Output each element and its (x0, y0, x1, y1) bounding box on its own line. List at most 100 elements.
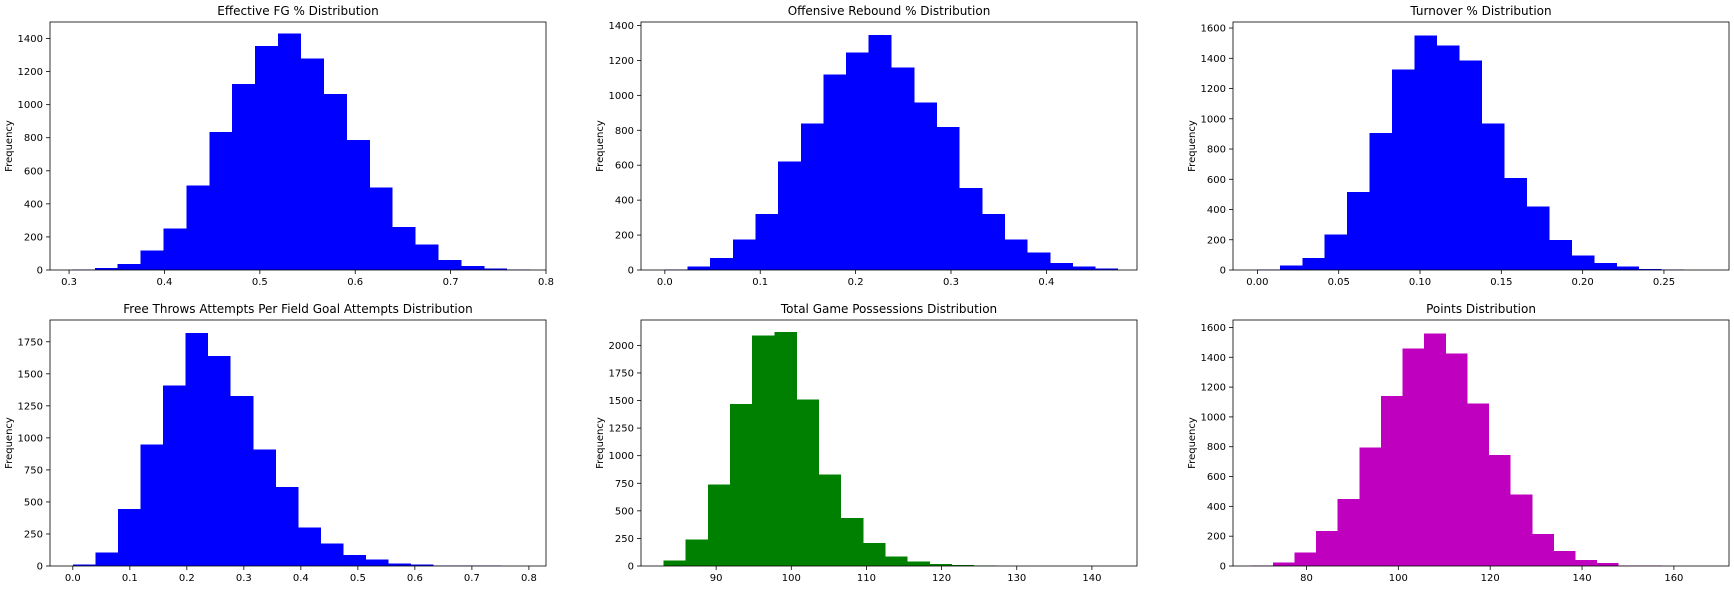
histogram-bar (914, 102, 937, 270)
y-axis-label: Frequency (595, 417, 606, 469)
y-tick-label: 0 (37, 266, 43, 277)
histogram-bar (323, 93, 347, 270)
histogram-bar (982, 214, 1005, 270)
y-tick-label: 500 (615, 506, 634, 517)
histogram-bar (885, 556, 908, 566)
histogram-bar (163, 228, 187, 270)
histogram-bar (1027, 252, 1051, 270)
axes-frame (1232, 319, 1730, 567)
histogram-bar (707, 484, 731, 566)
chart-panel: 90 100 110 120 130 140 0 250 500 750 1000 1250 1500 1… (595, 302, 1138, 584)
histogram-bar (907, 561, 930, 566)
y-tick-label: 250 (615, 534, 634, 545)
y-axis-label: Frequency (4, 120, 15, 172)
histogram-bar (685, 539, 709, 566)
y-axis-label: Frequency (4, 417, 15, 469)
chart-panel: 0.3 0.4 0.5 0.6 0.7 0.8 0 200 400 600 800 1000 1200 1… (4, 4, 554, 288)
x-tick-label: 0.7 (443, 277, 459, 288)
y-tick-label: 400 (1207, 502, 1226, 513)
histogram-bar (868, 35, 892, 270)
histogram-bar (840, 518, 864, 566)
histogram-bar (936, 126, 960, 270)
x-tick-label: 160 (1664, 573, 1683, 584)
y-tick-label: 600 (1207, 472, 1226, 483)
histogram-bar (162, 385, 186, 566)
histogram-bar (823, 74, 847, 270)
histogram-bar (1510, 494, 1533, 566)
y-tick-label: 1000 (18, 100, 43, 111)
histogram-bar (252, 449, 276, 566)
y-tick-label: 1400 (18, 34, 43, 45)
x-tick-label: 0.25 (1653, 277, 1675, 288)
histogram-bar (1436, 45, 1460, 270)
y-tick-label: 600 (615, 161, 634, 172)
x-tick-label: 0.4 (1038, 277, 1054, 288)
y-tick-label: 1750 (609, 368, 634, 379)
histogram-bar (1553, 551, 1576, 566)
x-tick-label: 0.3 (61, 277, 77, 288)
chart-title: Effective FG % Distribution (217, 4, 378, 18)
histogram-bar (1316, 530, 1339, 566)
histogram-bar (1414, 35, 1438, 270)
y-tick-label: 1400 (1201, 54, 1226, 65)
y-axis-label: Frequency (1187, 120, 1198, 172)
y-tick-label: 800 (1207, 145, 1226, 156)
histogram-bar (1638, 268, 1662, 270)
y-tick-label: 200 (615, 231, 634, 242)
y-tick-label: 600 (1207, 175, 1226, 186)
histogram-bar (1049, 263, 1073, 270)
y-tick-label: 200 (24, 232, 43, 243)
histogram-bar (72, 564, 96, 566)
chart-title: Offensive Rebound % Distribution (788, 4, 991, 18)
x-tick-label: 0.6 (407, 573, 423, 584)
histogram-bar (929, 563, 953, 566)
chart-panel: 0.0 0.1 0.2 0.3 0.4 0 200 400 600 800 1000 1200 1400… (595, 4, 1138, 288)
y-tick-label: 1500 (609, 396, 634, 407)
histogram-bar (1302, 257, 1326, 270)
y-tick-label: 750 (24, 465, 43, 476)
histogram-bar (1369, 133, 1393, 270)
x-tick-label: 120 (1481, 573, 1500, 584)
histogram-bar (891, 67, 915, 270)
y-tick-label: 1500 (18, 369, 43, 380)
y-axis-label: Frequency (1187, 417, 1198, 469)
histogram-bar (275, 487, 299, 566)
histogram-bar (207, 355, 231, 567)
y-tick-label: 1000 (609, 451, 634, 462)
axes-frame (640, 21, 1138, 271)
histogram-bar (778, 161, 802, 270)
histogram-bar (1424, 333, 1446, 566)
histogram-bar (186, 185, 210, 270)
histogram-bar (461, 265, 485, 270)
x-tick-label: 0.8 (521, 573, 537, 584)
histogram-bar (1488, 454, 1511, 566)
x-tick-label: 0.3 (236, 573, 252, 584)
axes-frame (1232, 21, 1730, 271)
y-tick-label: 0 (1220, 562, 1226, 573)
y-tick-label: 1600 (1201, 24, 1226, 35)
y-tick-label: 1000 (18, 433, 43, 444)
y-tick-label: 1400 (1201, 353, 1226, 364)
y-tick-label: 1000 (1201, 412, 1226, 423)
y-tick-label: 1750 (18, 337, 43, 348)
histogram-bar (346, 140, 370, 270)
x-tick-label: 0.1 (752, 277, 768, 288)
x-tick-label: 0.2 (848, 277, 864, 288)
y-tick-label: 400 (615, 196, 634, 207)
histogram-bar (796, 399, 820, 566)
histogram-bar (800, 123, 824, 270)
histogram-bar (1616, 266, 1640, 270)
histogram-bar (663, 560, 687, 566)
x-tick-label: 0.0 (65, 573, 81, 584)
axes-frame (640, 319, 1138, 567)
x-tick-label: 0.4 (157, 277, 173, 288)
histogram-bar (94, 268, 119, 270)
histogram-bar (185, 332, 209, 566)
histogram-bar (1594, 263, 1617, 270)
histogram-bar (1294, 552, 1317, 566)
histogram-bar (1459, 60, 1483, 271)
histogram-bar (863, 542, 886, 566)
chart-panel: 0.00 0.05 0.10 0.15 0.20 0.25 0 200 400 600 800 100… (1187, 4, 1730, 288)
histogram-bar (1380, 396, 1403, 566)
